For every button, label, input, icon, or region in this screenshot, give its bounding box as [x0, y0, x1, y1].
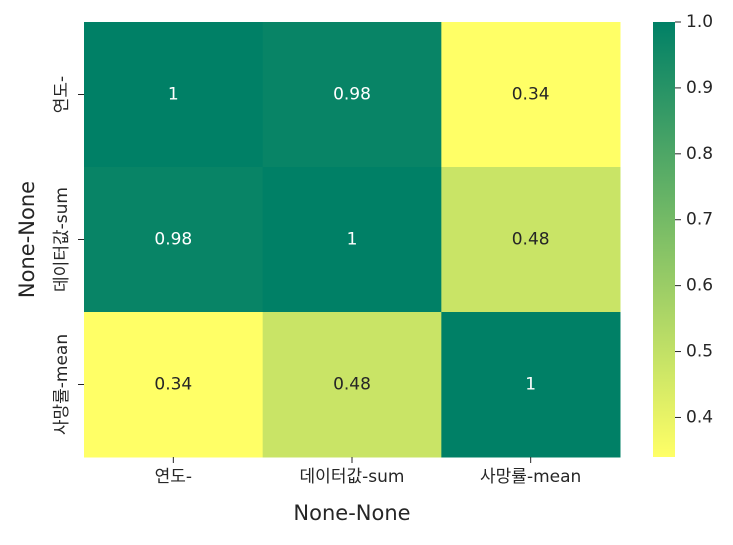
- heatmap-cells: 1 0.98 0.34 0.98 1 0.48 0.34 0.48 1: [84, 22, 621, 458]
- y-tick-label: 사망률-mean: [52, 334, 72, 435]
- cell-value-label: 1: [347, 230, 358, 250]
- colorbar-tick-label: 0.8: [686, 144, 713, 164]
- y-axis-title: None-None: [15, 181, 39, 298]
- x-axis-title: None-None: [293, 501, 410, 525]
- cell-value-label: 1: [168, 85, 179, 105]
- cell-value-label: 0.34: [512, 85, 550, 105]
- heatmap-cell: [84, 312, 264, 458]
- y-tick-label: 연도-: [52, 76, 72, 113]
- colorbar-tick-label: 0.9: [686, 78, 713, 98]
- cell-value-label: 0.98: [154, 230, 192, 250]
- colorbar-tick-label: 0.7: [686, 210, 713, 230]
- cell-value-label: 0.48: [333, 375, 371, 395]
- colorbar-gradient: [653, 22, 675, 457]
- heatmap-cell: [84, 167, 264, 313]
- x-tick-label: 연도-: [155, 467, 192, 487]
- heatmap-cell: [262, 312, 442, 458]
- cell-value-label: 0.48: [512, 230, 550, 250]
- heatmap-cell: [441, 312, 621, 458]
- colorbar-tick-label: 0.5: [686, 342, 713, 362]
- x-tick-label: 사망률-mean: [480, 467, 581, 487]
- heatmap-axes: 연도- 데이터값-sum 사망률-mean 연도- 데이터값-sum 사망률-mean No…: [15, 76, 581, 525]
- colorbar-tick-label: 0.6: [686, 276, 713, 296]
- cell-value-label: 1: [525, 375, 536, 395]
- cell-value-label: 0.34: [154, 375, 192, 395]
- colorbar-tick-label: 1.0: [686, 12, 713, 32]
- heatmap-cell: [441, 167, 621, 313]
- cell-value-label: 0.98: [333, 85, 371, 105]
- x-tick-label: 데이터값-sum: [300, 467, 405, 487]
- heatmap-cell: [441, 22, 621, 168]
- colorbar-tick-label: 0.4: [686, 407, 713, 427]
- heatmap-cell: [84, 22, 264, 168]
- y-tick-label: 데이터값-sum: [52, 187, 72, 292]
- heatmap-cell: [262, 167, 442, 313]
- colorbar: 1.0 0.9 0.8 0.7 0.6 0.5 0.4: [653, 12, 713, 457]
- heatmap-cell: [262, 22, 442, 168]
